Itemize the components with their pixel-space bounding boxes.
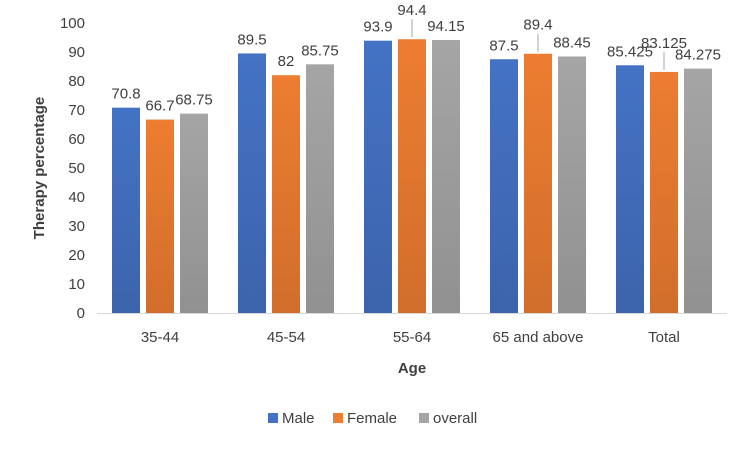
legend-swatch-male	[268, 413, 278, 423]
y-tick-label-10: 10	[68, 276, 85, 293]
data-label-male-total: 85.425	[607, 43, 653, 60]
bar-male-35-44	[112, 107, 140, 314]
data-label-female-35-44: 66.7	[145, 98, 174, 115]
data-label-overall-65-and-above: 88.45	[553, 34, 591, 51]
bar-series-group	[112, 39, 712, 314]
legend-label-overall: overall	[433, 410, 477, 427]
data-label-male-65-and-above: 87.5	[489, 37, 518, 54]
y-tick-label-70: 70	[68, 102, 85, 119]
y-tick-label-100: 100	[60, 15, 85, 32]
data-label-overall-55-64: 94.15	[427, 18, 465, 35]
x-tick-label-65-and-above: 65 and above	[493, 329, 584, 346]
x-axis-ticks: 35-44 45-54 55-64 65 and above Total	[141, 329, 680, 346]
data-label-female-45-54: 82	[278, 53, 295, 70]
data-label-overall-45-54: 85.75	[301, 42, 339, 59]
legend-label-male: Male	[282, 410, 315, 427]
bar-overall-35-44	[180, 113, 208, 313]
data-label-male-55-64: 93.9	[363, 19, 392, 36]
x-tick-label-55-64: 55-64	[393, 329, 431, 346]
x-tick-label-35-44: 35-44	[141, 329, 179, 346]
bar-overall-65-and-above	[558, 56, 586, 314]
bar-male-55-64	[364, 40, 392, 313]
bar-female-55-64	[398, 39, 426, 314]
bar-female-45-54	[272, 75, 300, 313]
bar-male-45-54	[238, 53, 266, 313]
bar-overall-total	[684, 68, 712, 313]
data-label-male-35-44: 70.8	[111, 86, 140, 103]
data-label-overall-total: 84.275	[675, 47, 721, 64]
legend-swatch-overall	[419, 413, 429, 423]
y-tick-label-50: 50	[68, 160, 85, 177]
x-axis-title: Age	[398, 360, 426, 377]
data-label-female-65-and-above: 89.4	[523, 17, 552, 34]
legend: Male Female overall	[268, 410, 477, 427]
bar-male-65-and-above	[490, 59, 518, 313]
bar-female-total	[650, 71, 678, 313]
y-tick-label-40: 40	[68, 189, 85, 206]
data-label-overall-35-44: 68.75	[175, 92, 213, 109]
y-tick-label-20: 20	[68, 247, 85, 264]
y-axis-ticks: 0 10 20 30 40 50 60 70 80 90 100	[60, 15, 85, 322]
x-tick-label-45-54: 45-54	[267, 329, 305, 346]
data-label-female-55-64: 94.4	[397, 2, 426, 19]
x-tick-label-total: Total	[648, 329, 680, 346]
y-tick-label-80: 80	[68, 73, 85, 90]
y-tick-label-90: 90	[68, 44, 85, 61]
bar-overall-55-64	[432, 39, 460, 314]
y-axis-title: Therapy percentage	[31, 97, 48, 240]
data-labels: 70.8 66.7 68.75 89.5 82 85.75 93.9 94.494.15 87.…	[111, 2, 721, 114]
bar-female-35-44	[146, 119, 174, 313]
data-label-male-45-54: 89.5	[237, 31, 266, 48]
y-tick-label-30: 30	[68, 218, 85, 235]
bar-overall-45-54	[306, 64, 334, 313]
bar-female-65-and-above	[524, 53, 552, 314]
legend-label-female: Female	[347, 410, 397, 427]
y-tick-label-60: 60	[68, 131, 85, 148]
legend-swatch-female	[333, 413, 343, 423]
bar-male-total	[616, 65, 644, 313]
data-label-female-total: 83.125	[641, 35, 687, 52]
y-tick-label-0: 0	[77, 305, 85, 322]
